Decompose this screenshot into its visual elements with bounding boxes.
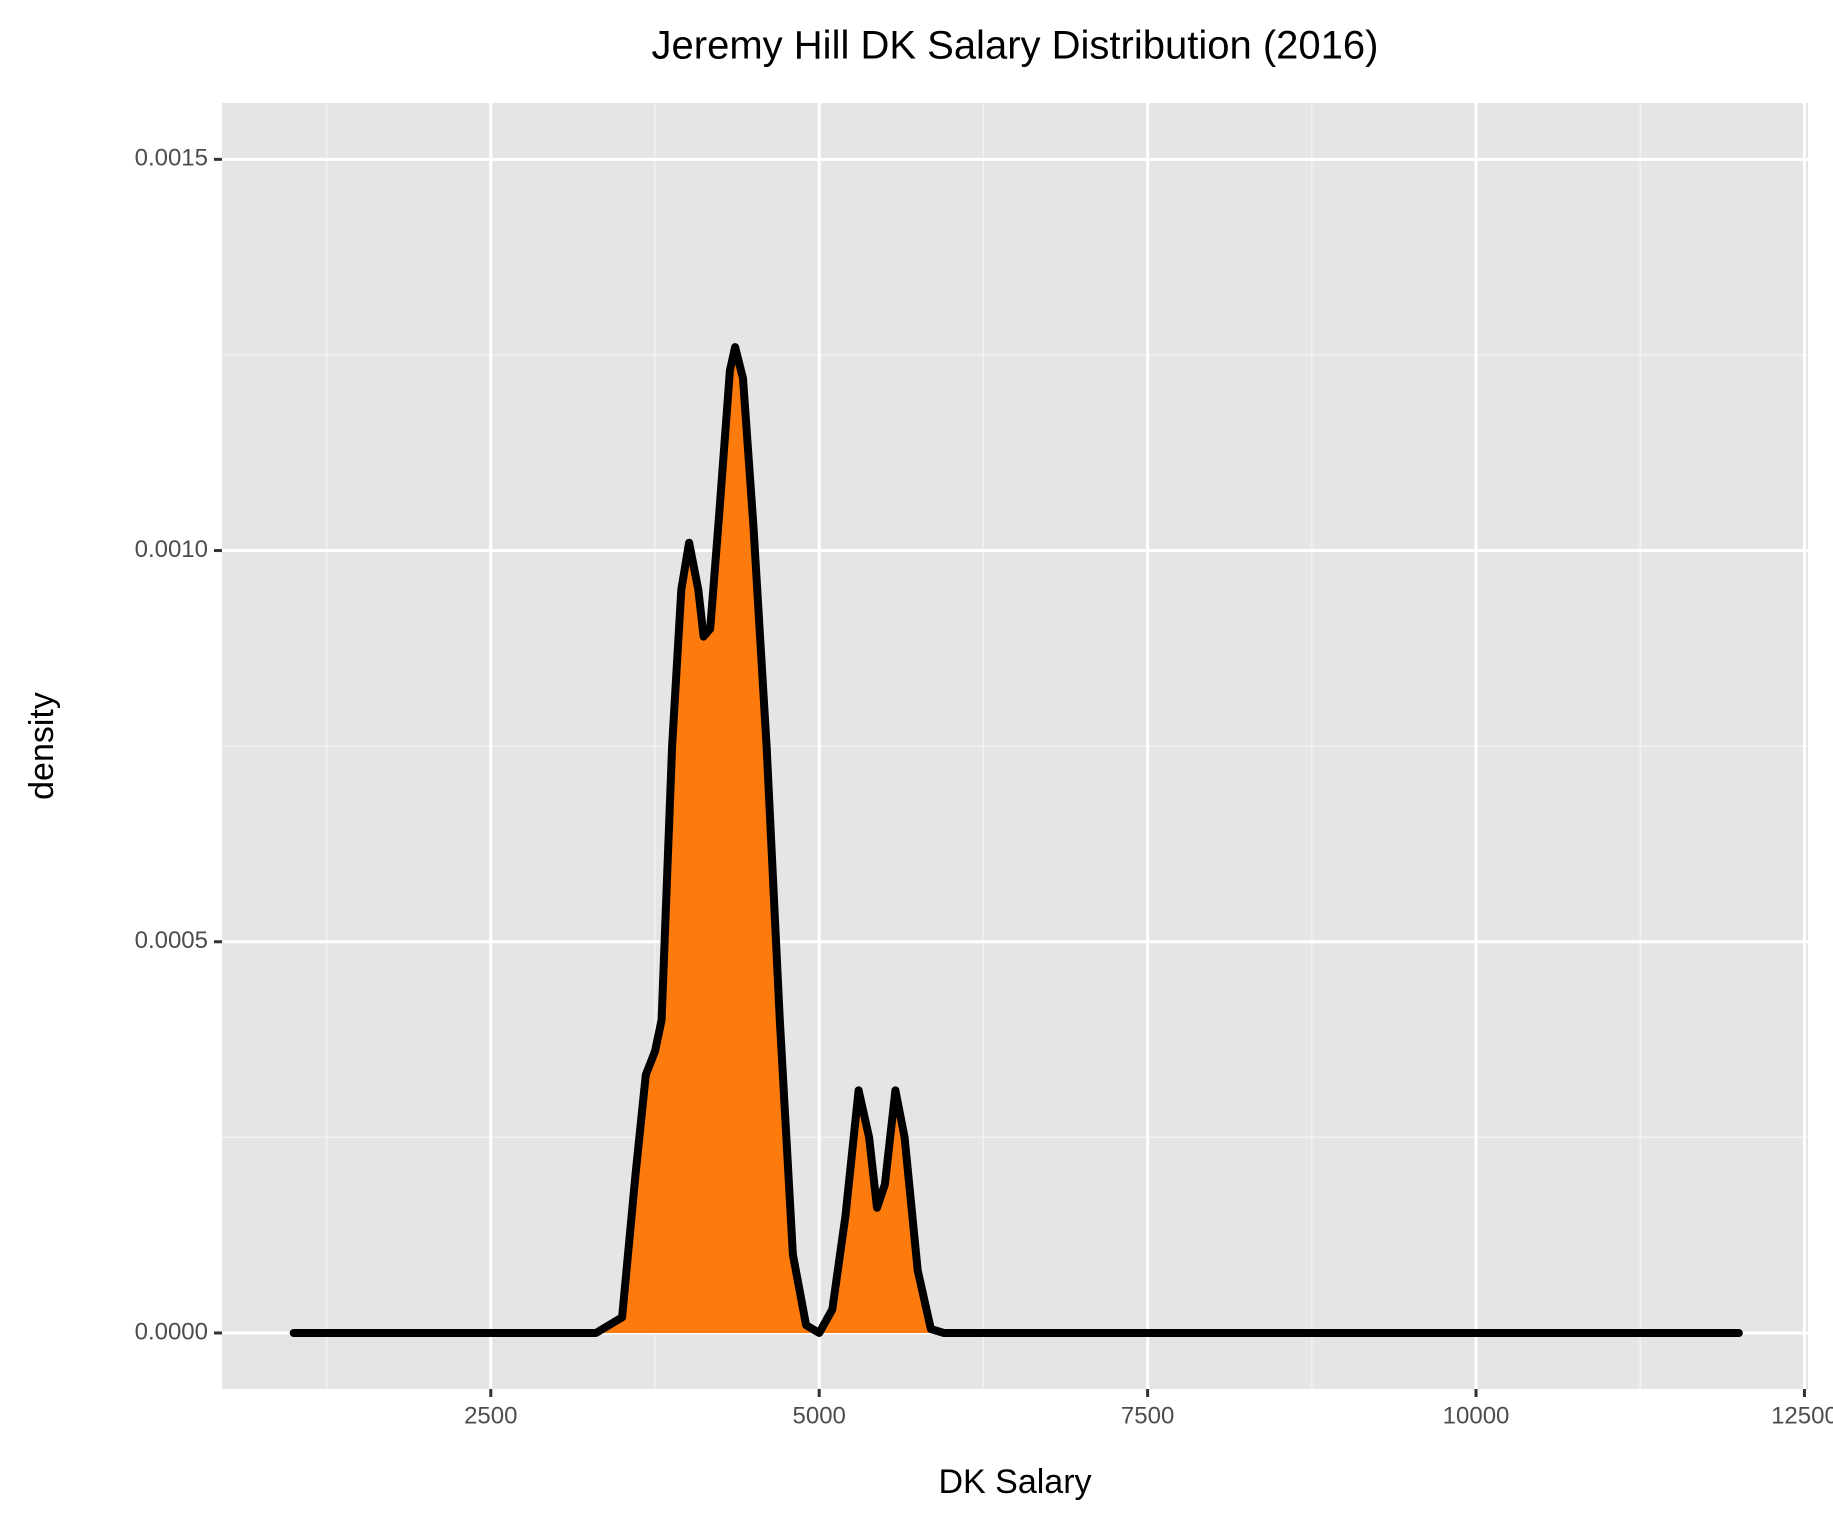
y-tick-label: 0.0005	[135, 927, 208, 954]
x-tick-label: 7500	[1121, 1402, 1174, 1429]
x-tick-label: 2500	[464, 1402, 517, 1429]
density-line	[289, 343, 1743, 1337]
y-tick-label: 0.0000	[135, 1318, 208, 1345]
y-axis-title: density	[23, 692, 61, 800]
chart-title: Jeremy Hill DK Salary Distribution (2016…	[652, 24, 1379, 68]
y-tick-label: 0.0015	[135, 145, 208, 172]
y-tick-label: 0.0010	[135, 536, 208, 563]
density-area	[293, 347, 1739, 1334]
x-tick-label: 10000	[1443, 1402, 1510, 1429]
x-tick-label: 5000	[793, 1402, 846, 1429]
x-tick-label: 12500	[1771, 1402, 1833, 1429]
x-axis-title: DK Salary	[938, 1463, 1091, 1501]
